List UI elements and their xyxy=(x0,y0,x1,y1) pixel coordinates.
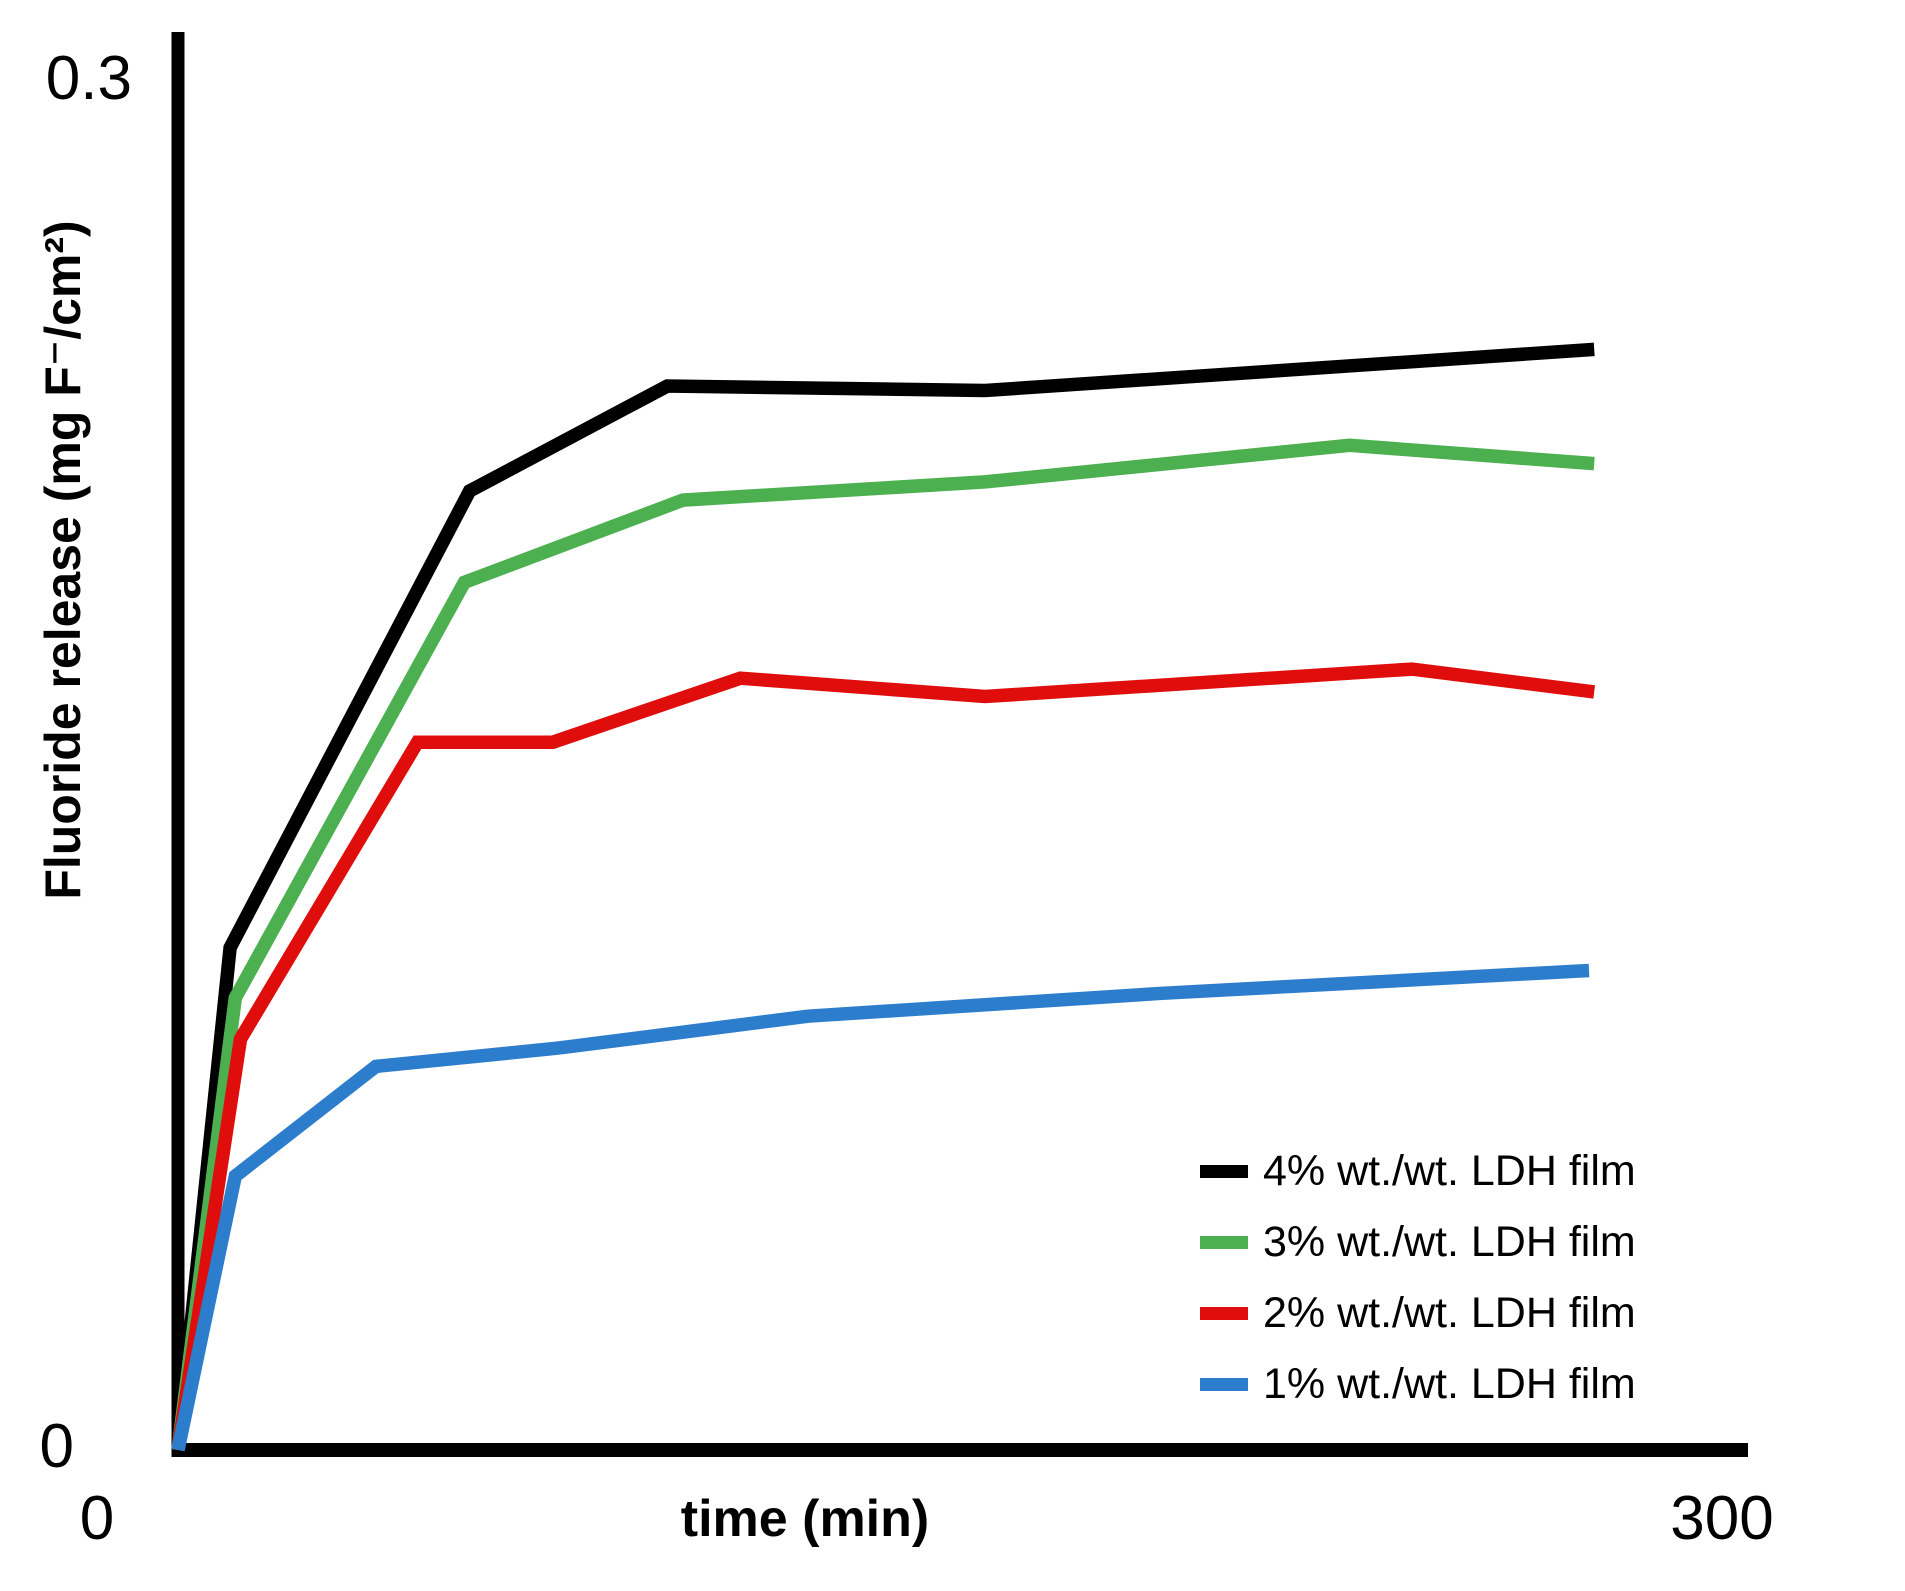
legend-item-1pct: 1% wt./wt. LDH film xyxy=(1200,1359,1636,1409)
x-tick-zero: 0 xyxy=(79,1484,115,1553)
legend-label-1pct: 1% wt./wt. LDH film xyxy=(1263,1360,1636,1408)
legend-label-2pct: 2% wt./wt. LDH film xyxy=(1263,1289,1636,1337)
legend-swatch-1pct xyxy=(1200,1377,1248,1391)
x-axis-title: time (min) xyxy=(680,1490,930,1548)
series-line-4pct xyxy=(171,342,1595,1451)
series-line-1pct xyxy=(171,963,1590,1452)
x-tick-max: 300 xyxy=(1670,1484,1774,1553)
legend-swatch-2pct xyxy=(1200,1306,1248,1320)
legend-item-2pct: 2% wt./wt. LDH film xyxy=(1200,1288,1636,1338)
legend-label-4pct: 4% wt./wt. LDH film xyxy=(1263,1147,1636,1195)
series-line-3pct xyxy=(171,438,1595,1451)
legend-swatch-4pct xyxy=(1200,1164,1248,1178)
y-axis-title: Fluoride release (mg F⁻/cm²) xyxy=(35,220,91,900)
legend: 4% wt./wt. LDH film 3% wt./wt. LDH film … xyxy=(1200,1146,1636,1430)
legend-swatch-3pct xyxy=(1200,1235,1248,1249)
legend-item-4pct: 4% wt./wt. LDH film xyxy=(1200,1146,1636,1196)
legend-item-3pct: 3% wt./wt. LDH film xyxy=(1200,1217,1636,1267)
y-tick-zero: 0 xyxy=(39,1412,74,1481)
legend-label-3pct: 3% wt./wt. LDH film xyxy=(1263,1218,1636,1266)
y-tick-max: 0.3 xyxy=(45,44,132,113)
series-line-2pct xyxy=(171,662,1596,1452)
